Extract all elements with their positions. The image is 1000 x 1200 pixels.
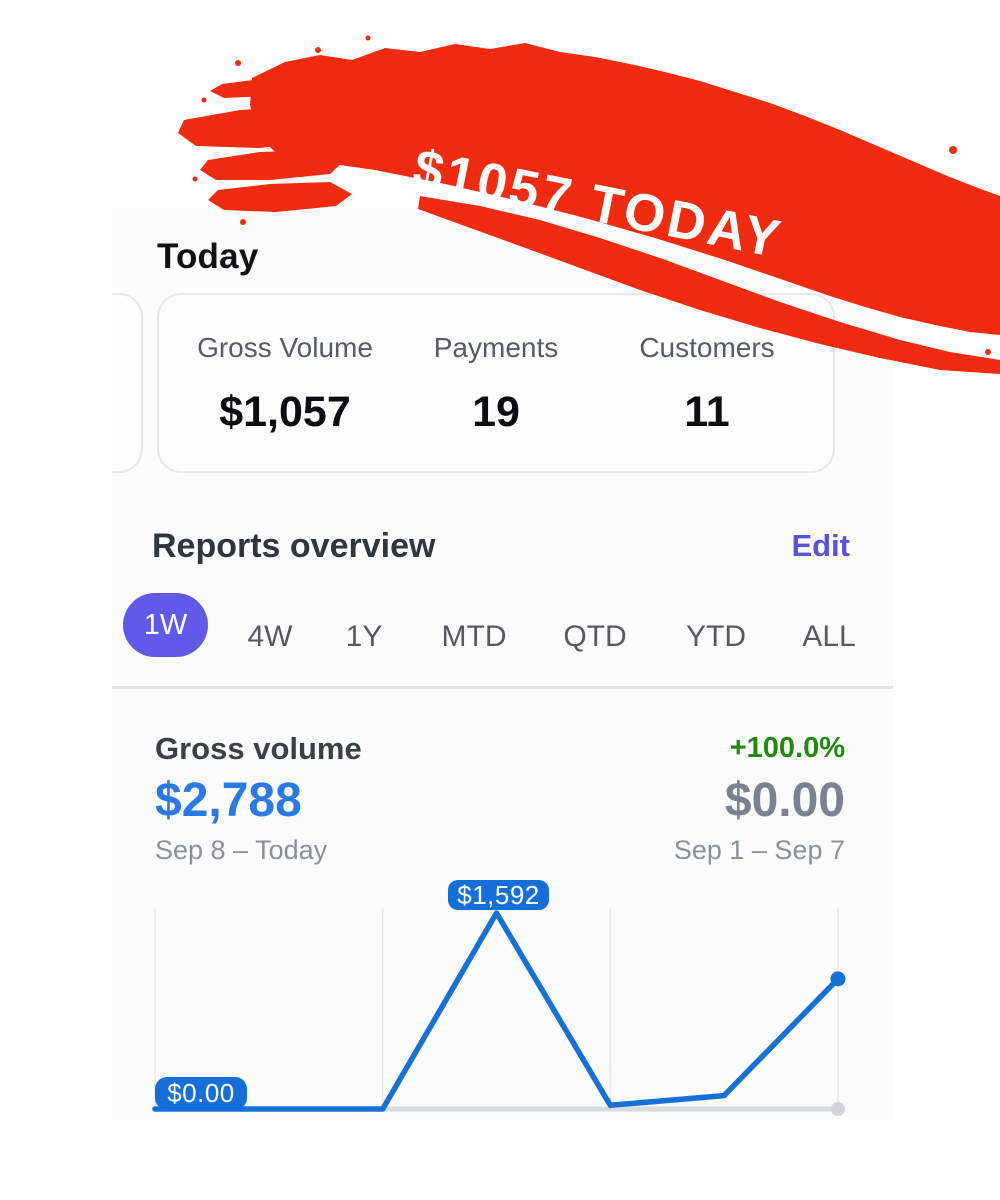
- stat-label: Gross Volume: [197, 332, 373, 363]
- change-badge: +100.0%: [729, 732, 845, 764]
- stat-label: Payments: [433, 332, 559, 363]
- section-divider: [112, 686, 893, 689]
- current-total: $2,788: [155, 774, 302, 827]
- stat-value: 19: [472, 388, 520, 436]
- previous-total: $0.00: [724, 774, 845, 827]
- previous-date-range: Sep 1 – Sep 7: [673, 835, 845, 865]
- tab-mtd[interactable]: MTD: [441, 620, 507, 653]
- today-stats-card[interactable]: Gross Volume $1,057 Payments 19 Customer…: [157, 293, 835, 473]
- stat-gross-volume: Gross Volume $1,057: [197, 334, 373, 434]
- tab-1w-selected[interactable]: 1W: [123, 593, 208, 657]
- tab-ytd[interactable]: YTD: [686, 620, 746, 653]
- tab-label: 1W: [143, 608, 188, 641]
- edit-link[interactable]: Edit: [791, 528, 850, 563]
- stat-label: Customers: [639, 332, 775, 363]
- tab-all[interactable]: ALL: [802, 620, 856, 653]
- peak-value-tooltip: $1,592: [448, 880, 549, 910]
- stat-value: 11: [684, 388, 730, 436]
- current-date-range: Sep 8 – Today: [155, 835, 328, 865]
- line-chart-canvas: [152, 908, 846, 1116]
- dashboard-card: Today Gross Volume $1,057 Payments 19 Cu…: [112, 208, 893, 1120]
- stat-value: $1,057: [219, 388, 351, 436]
- tab-1y[interactable]: 1Y: [345, 620, 383, 653]
- gross-volume-chart[interactable]: [112, 865, 893, 1120]
- tab-qtd[interactable]: QTD: [563, 620, 627, 653]
- stat-customers: Customers 11: [639, 334, 774, 434]
- tab-4w[interactable]: 4W: [247, 620, 293, 653]
- today-section-title: Today: [157, 237, 259, 276]
- stat-payments: Payments 19: [434, 334, 559, 434]
- gross-volume-title: Gross volume: [155, 731, 362, 766]
- reports-overview-title: Reports overview: [152, 527, 436, 565]
- previous-stat-card-edge: [112, 293, 143, 473]
- start-value-tooltip: $0.00: [155, 1077, 247, 1110]
